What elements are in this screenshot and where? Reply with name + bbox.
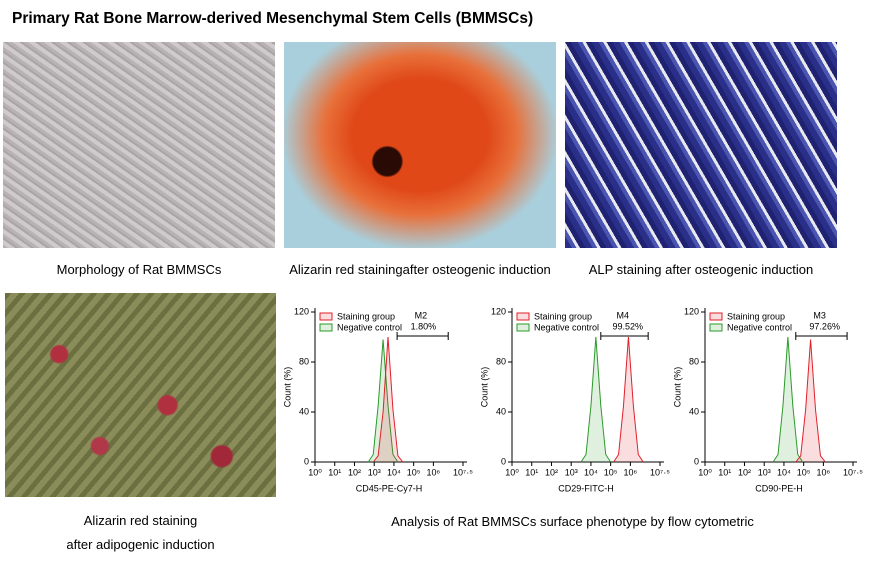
y-tick-label: 80	[496, 356, 506, 366]
x-axis-label: CD45-PE-Cy7-H	[356, 483, 423, 493]
gate-percent: 99.52%	[612, 321, 643, 331]
x-axis-label: CD90-PE-H	[755, 483, 803, 493]
gate-percent: 1.80%	[411, 321, 437, 331]
x-tick-label: 10¹	[328, 467, 341, 477]
histogram-curve	[372, 336, 404, 463]
gate-name: M4	[616, 310, 629, 320]
y-tick-label: 120	[684, 306, 699, 316]
figure-title: Primary Rat Bone Marrow-derived Mesenchy…	[12, 10, 534, 27]
micrograph	[284, 42, 556, 248]
y-tick-label: 120	[491, 306, 506, 316]
histogram-curve	[772, 336, 804, 463]
legend-label: Negative control	[337, 322, 402, 332]
panel-caption: Alizarin red stainingafter osteogenic in…	[289, 262, 551, 277]
x-axis-label: CD29-FITC-H	[558, 483, 614, 493]
panel-caption: after adipogenic induction	[66, 537, 215, 552]
x-tick-label: 10⁰	[505, 467, 519, 477]
x-tick-label: 10¹	[718, 467, 731, 477]
legend-label: Staining group	[337, 311, 395, 321]
x-tick-label: 10⁵	[797, 467, 811, 477]
y-tick-label: 0	[694, 456, 699, 466]
x-tick-label: 10⁰	[308, 467, 322, 477]
x-tick-label: 10²	[545, 467, 558, 477]
micrograph	[3, 42, 275, 248]
legend-label: Staining group	[534, 311, 592, 321]
gate-name: M3	[813, 310, 826, 320]
x-tick-label: 10²	[348, 467, 361, 477]
y-axis-label: Count (%)	[479, 367, 489, 408]
y-axis-label: Count (%)	[672, 367, 682, 408]
x-tick-label: 10⁵	[407, 467, 421, 477]
x-tick-label: 10⁴	[777, 467, 791, 477]
panel-caption: ALP staining after osteogenic induction	[588, 262, 814, 277]
histogram-curve	[613, 336, 644, 463]
x-tick-label: 10⁶	[624, 467, 638, 477]
y-tick-label: 120	[294, 306, 309, 316]
flow-caption: Analysis of Rat BMMSCs surface phenotype…	[391, 514, 754, 529]
legend-swatch	[319, 312, 333, 321]
x-tick-label: 10⁷·⁵	[453, 467, 473, 477]
x-tick-label: 10¹	[525, 467, 538, 477]
micrograph	[565, 42, 837, 248]
y-tick-label: 40	[496, 406, 506, 416]
x-tick-label: 10²	[738, 467, 751, 477]
x-tick-label: 10⁶	[817, 467, 831, 477]
panel-caption: Alizarin red staining	[83, 513, 198, 528]
legend-swatch	[319, 323, 333, 332]
y-tick-label: 80	[689, 356, 699, 366]
y-axis-label: Count (%)	[282, 367, 292, 408]
panel-caption: Morphology of Rat BMMSCs	[56, 262, 222, 277]
x-tick-label: 10⁵	[604, 467, 618, 477]
x-tick-label: 10⁰	[698, 467, 712, 477]
x-tick-label: 10³	[368, 467, 381, 477]
legend-swatch	[709, 312, 723, 321]
x-tick-label: 10⁶	[427, 467, 441, 477]
x-tick-label: 10⁷·⁵	[650, 467, 670, 477]
y-tick-label: 40	[299, 406, 309, 416]
histogram-curve	[795, 339, 826, 463]
gate-name: M2	[415, 310, 428, 320]
legend-label: Negative control	[727, 322, 792, 332]
histogram-curve	[367, 339, 399, 463]
y-tick-label: 0	[304, 456, 309, 466]
x-tick-label: 10⁷·⁵	[843, 467, 863, 477]
x-tick-label: 10⁴	[584, 467, 598, 477]
x-tick-label: 10³	[758, 467, 771, 477]
y-tick-label: 40	[689, 406, 699, 416]
legend-label: Negative control	[534, 322, 599, 332]
x-tick-label: 10⁴	[387, 467, 401, 477]
legend-swatch	[516, 312, 530, 321]
y-tick-label: 0	[501, 456, 506, 466]
micrograph	[5, 293, 276, 497]
legend-swatch	[709, 323, 723, 332]
legend-swatch	[516, 323, 530, 332]
x-tick-label: 10³	[565, 467, 578, 477]
y-tick-label: 80	[299, 356, 309, 366]
histogram-curve	[580, 336, 612, 463]
legend-label: Staining group	[727, 311, 785, 321]
gate-percent: 97.26%	[809, 321, 840, 331]
